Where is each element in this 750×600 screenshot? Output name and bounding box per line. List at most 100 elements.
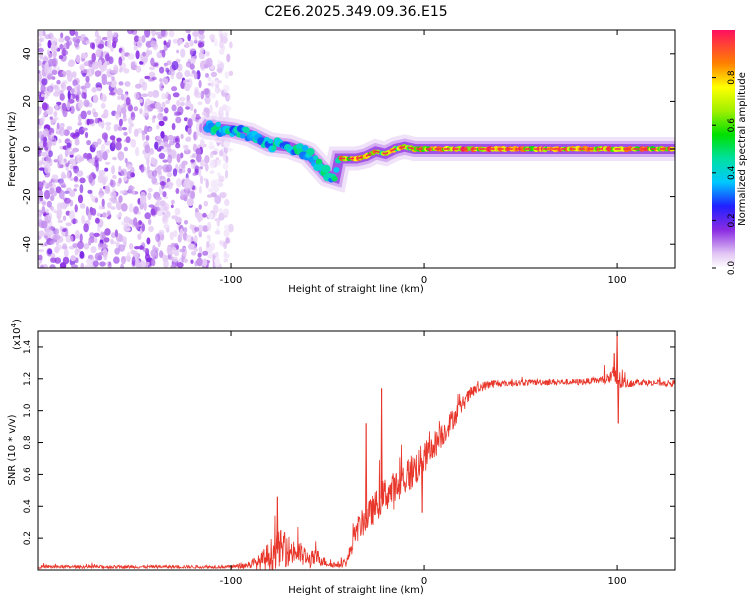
noise-speckle [64, 35, 70, 42]
noise-speckle [217, 182, 224, 188]
noise-speckle [194, 226, 200, 232]
noise-speckle [191, 251, 197, 256]
noise-speckle [228, 223, 234, 233]
noise-speckle [73, 176, 79, 182]
noise-speckle [127, 53, 135, 60]
noise-speckle [65, 222, 72, 227]
noise-speckle [198, 246, 202, 252]
noise-speckle [90, 246, 97, 254]
noise-speckle [77, 248, 81, 253]
noise-speckle [163, 224, 170, 230]
noise-speckle [66, 40, 70, 50]
noise-speckle [213, 38, 218, 47]
noise-speckle [138, 245, 144, 250]
noise-speckle [223, 228, 230, 238]
noise-speckle [79, 177, 86, 184]
noise-speckle [209, 151, 214, 159]
noise-speckle [189, 63, 195, 70]
noise-speckle [134, 246, 140, 250]
noise-speckle [46, 182, 54, 188]
noise-speckle [198, 42, 205, 48]
noise-speckle [123, 176, 128, 182]
noise-speckle [66, 187, 72, 192]
noise-speckle [84, 264, 92, 268]
snr-spike [381, 388, 383, 499]
noise-speckle [69, 158, 75, 165]
noise-speckle [205, 51, 210, 57]
noise-speckle [38, 59, 42, 67]
noise-speckle [91, 141, 99, 148]
noise-speckle [60, 32, 64, 39]
noise-speckle [223, 250, 228, 256]
colorbar-tick-label: 0.4 [727, 165, 737, 180]
noise-speckle [145, 135, 150, 141]
noise-speckle [126, 252, 131, 260]
noise-speckle [123, 131, 128, 136]
noise-speckle [77, 84, 81, 92]
noise-speckle [93, 260, 99, 267]
ridge-point [301, 145, 309, 152]
noise-speckle [105, 53, 110, 62]
noise-speckle [107, 201, 112, 209]
noise-speckle [181, 163, 186, 169]
noise-speckle [137, 127, 143, 134]
noise-speckle [56, 202, 63, 211]
noise-speckle [182, 169, 186, 173]
noise-speckle [189, 49, 193, 56]
noise-speckle [124, 81, 131, 87]
noise-speckle [44, 235, 48, 239]
noise-speckle [74, 138, 80, 146]
noise-speckle [113, 124, 119, 132]
noise-speckle [80, 110, 87, 120]
noise-speckle [110, 232, 116, 239]
noise-speckle [99, 261, 106, 267]
noise-speckle [173, 249, 180, 257]
snr-x-tick-label: -100 [220, 576, 243, 587]
noise-speckle [134, 35, 140, 43]
noise-speckle [84, 81, 91, 89]
noise-speckle [133, 92, 140, 100]
noise-speckle [159, 181, 166, 186]
noise-speckle [46, 90, 51, 96]
noise-speckle [196, 257, 204, 267]
noise-speckle [47, 40, 52, 49]
noise-speckle [155, 233, 161, 242]
noise-speckle [76, 170, 84, 177]
noise-speckle [168, 181, 172, 185]
noise-speckle [128, 203, 134, 213]
noise-speckle [96, 212, 101, 217]
noise-speckle [77, 241, 84, 250]
noise-speckle [79, 233, 83, 243]
snr-marks [38, 334, 675, 570]
noise-speckle [215, 100, 219, 108]
noise-speckle [106, 39, 112, 49]
noise-speckle [162, 215, 167, 222]
noise-speckle [54, 104, 59, 110]
noise-speckle [97, 138, 102, 145]
noise-speckle [143, 107, 149, 117]
noise-speckle [86, 258, 92, 265]
noise-speckle [168, 70, 176, 76]
noise-speckle [142, 51, 147, 57]
noise-speckle [51, 174, 59, 181]
noise-speckle [210, 180, 217, 189]
noise-speckle [49, 264, 56, 268]
noise-speckle [61, 228, 67, 233]
noise-speckle [141, 81, 148, 91]
noise-speckle [71, 264, 78, 268]
noise-speckle [224, 169, 229, 179]
noise-speckle [63, 129, 70, 137]
snr-x-axis-label: Height of straight line (km) [288, 585, 424, 596]
noise-speckle [106, 210, 111, 216]
noise-speckle [76, 90, 82, 96]
noise-speckle [152, 89, 160, 98]
noise-speckle [144, 125, 148, 135]
noise-speckle [186, 136, 192, 142]
noise-speckle [42, 128, 50, 137]
noise-speckle [38, 254, 43, 261]
noise-speckle [42, 114, 46, 123]
noise-speckle [187, 118, 193, 128]
noise-speckle [135, 50, 140, 60]
noise-speckle [169, 231, 174, 241]
noise-speckle [144, 264, 149, 268]
